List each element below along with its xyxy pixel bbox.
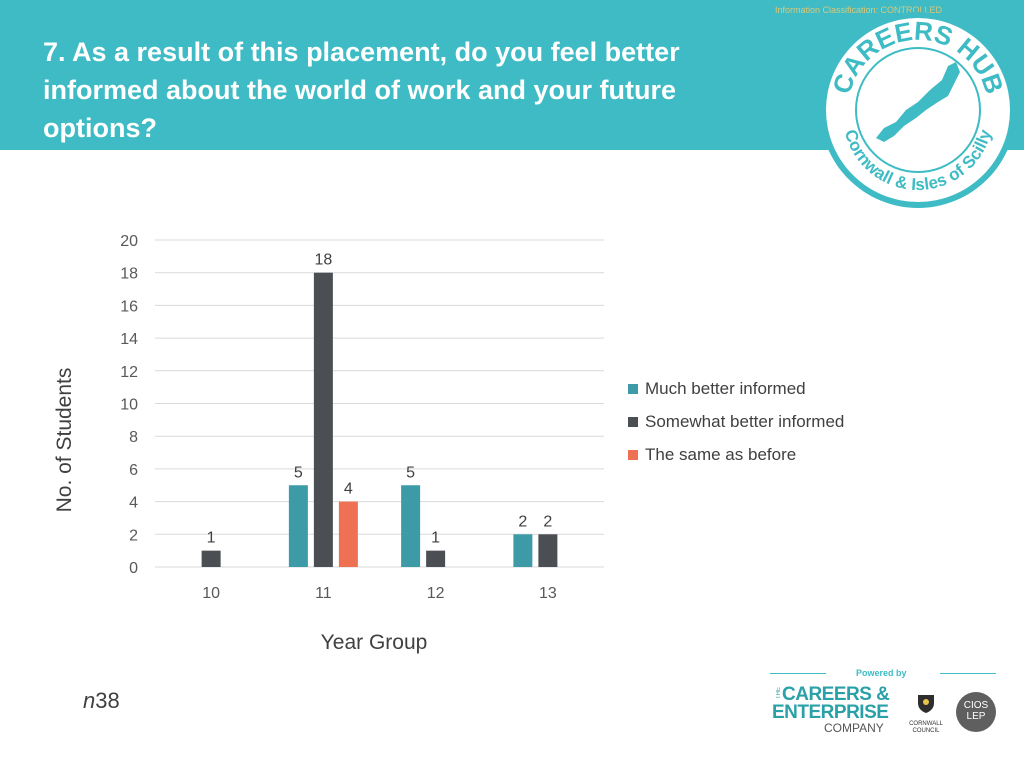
bar — [426, 550, 446, 567]
data-label: 2 — [543, 513, 552, 530]
cornwall-council-logo: CORNWALL COUNCIL — [906, 692, 946, 736]
bar — [338, 501, 358, 567]
cios-lep-logo: CIOS LEP — [956, 692, 996, 732]
chart-legend: Much better informed Somewhat better inf… — [628, 372, 844, 471]
legend-swatch — [628, 449, 638, 460]
data-label: 2 — [518, 513, 527, 530]
y-tick-label: 2 — [129, 527, 138, 544]
bar — [201, 550, 221, 567]
y-tick-label: 16 — [120, 298, 138, 315]
data-label: 5 — [406, 464, 415, 481]
lep-line2: LEP — [966, 711, 986, 722]
slide-title: 7. As a result of this placement, do you… — [43, 37, 680, 143]
data-label: 5 — [294, 464, 303, 481]
powered-by-rule — [940, 673, 996, 674]
data-label: 4 — [344, 481, 353, 498]
bar — [288, 485, 308, 567]
council-name: CORNWALL COUNCIL — [909, 721, 943, 734]
legend-label: Somewhat better informed — [645, 411, 845, 431]
data-label: 1 — [207, 530, 216, 547]
legend-item: Somewhat better informed — [628, 405, 844, 438]
y-tick-label: 8 — [129, 429, 138, 446]
chart-bars — [201, 272, 558, 567]
y-tick-label: 12 — [120, 364, 138, 381]
bar — [401, 485, 421, 567]
bar — [538, 534, 558, 567]
cec-line1: CAREERS & — [782, 684, 890, 705]
cec-line2: ENTERPRISE — [772, 702, 889, 723]
y-axis-title: No. of Students — [53, 367, 76, 513]
lep-line1: CIOS — [963, 700, 989, 711]
cec-the-text: THE — [776, 687, 782, 699]
y-tick-label: 14 — [120, 331, 138, 348]
classification-label: Information Classification: CONTROLLED — [775, 5, 943, 15]
legend-item: The same as before — [628, 438, 844, 471]
data-label: 18 — [314, 252, 332, 269]
powered-by-rule — [770, 673, 826, 674]
y-tick-label: 20 — [120, 233, 138, 250]
y-tick-label: 10 — [120, 397, 138, 414]
x-tick-label: 13 — [539, 585, 557, 602]
legend-label: Much better informed — [645, 378, 806, 398]
legend-swatch — [628, 416, 638, 427]
y-tick-label: 18 — [120, 266, 138, 283]
data-labels: 1 5 18 4 5 1 2 2 — [207, 252, 553, 547]
y-axis-ticks: 0 2 4 6 8 10 12 14 16 18 20 — [120, 233, 138, 577]
x-axis-title: Year Group — [320, 631, 428, 654]
sample-size-prefix: n — [83, 688, 96, 713]
bar — [513, 534, 533, 567]
y-tick-label: 4 — [129, 495, 138, 512]
x-tick-label: 12 — [427, 585, 445, 602]
x-tick-label: 10 — [202, 585, 220, 602]
legend-label: The same as before — [645, 444, 797, 464]
crest-icon — [918, 695, 934, 713]
x-tick-label: 11 — [315, 585, 332, 602]
chart-gridlines — [155, 239, 604, 568]
legend-item: Much better informed — [628, 372, 844, 405]
y-tick-label: 6 — [129, 462, 138, 479]
bar — [313, 272, 333, 567]
footer-logos: Powered by THE CAREERS & ENTERPRISE COMP… — [770, 664, 998, 764]
careers-enterprise-company-logo: THE CAREERS & ENTERPRISE COMPANY — [770, 684, 890, 735]
sample-size: n38 — [83, 688, 120, 714]
cornwall-map-icon — [876, 62, 960, 142]
y-tick-label: 0 — [129, 560, 138, 577]
x-axis-ticks: 10 11 12 13 — [202, 585, 557, 602]
powered-by-label: Powered by — [856, 668, 907, 678]
cec-line3: COMPANY — [824, 721, 884, 735]
sample-size-value: 38 — [95, 688, 120, 713]
data-label: 1 — [431, 530, 440, 547]
legend-swatch — [628, 383, 638, 394]
careers-hub-badge-logo: CAREERS HUB Cornwall & Isles of Scilly — [820, 12, 1016, 208]
